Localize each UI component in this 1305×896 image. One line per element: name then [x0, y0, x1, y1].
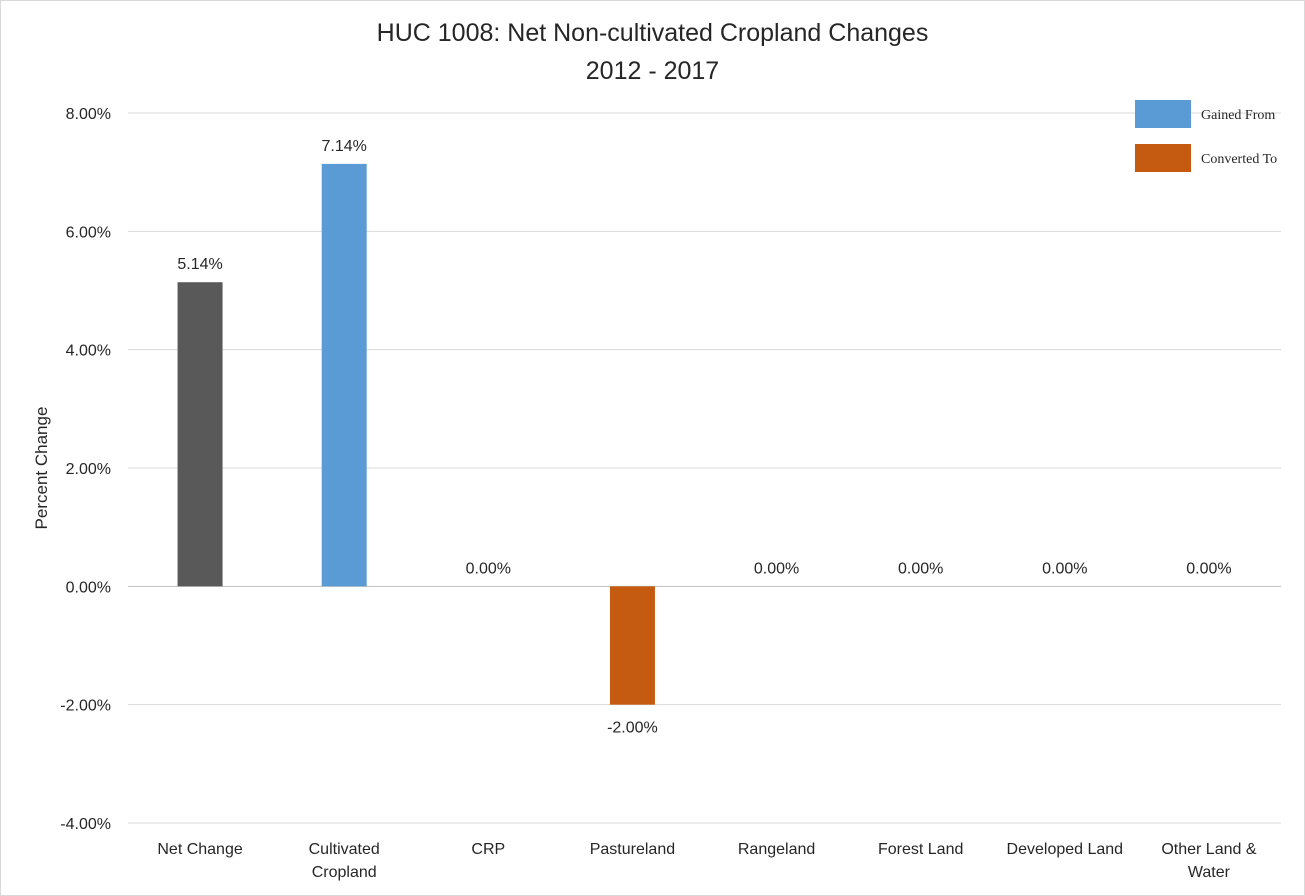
x-tick-label: Other Land & [1161, 841, 1257, 858]
x-tick-label: Cropland [312, 864, 377, 881]
data-label: 0.00% [466, 560, 511, 577]
x-tick-label: Rangeland [738, 841, 815, 858]
chart-title: HUC 1008: Net Non-cultivated Cropland Ch… [376, 19, 929, 47]
y-tick-label: 2.00% [66, 461, 111, 478]
bar [609, 586, 655, 705]
data-label: 0.00% [754, 560, 799, 577]
x-tick-label: Developed Land [1007, 841, 1124, 858]
chart-subtitle: 2012 - 2017 [585, 57, 720, 85]
x-tick-label: Cultivated [309, 841, 380, 858]
x-tick-label: Net Change [157, 841, 242, 858]
legend-swatch [1135, 144, 1191, 172]
y-tick-label: -4.00% [60, 816, 111, 833]
data-label: 0.00% [898, 560, 943, 577]
data-label: -2.00% [607, 720, 658, 737]
data-label: 5.14% [177, 256, 222, 273]
bar [321, 163, 367, 587]
data-label: 0.00% [1186, 560, 1231, 577]
y-tick-label: 4.00% [66, 343, 111, 360]
x-tick-label: Pastureland [590, 841, 675, 858]
y-axis-label: Percent Change [32, 407, 51, 530]
y-tick-label: 8.00% [66, 106, 111, 123]
y-tick-label: -2.00% [60, 698, 111, 715]
legend-label: Converted To [1201, 152, 1277, 167]
bar [177, 282, 223, 587]
y-tick-label: 0.00% [66, 579, 111, 596]
x-tick-label: Forest Land [878, 841, 963, 858]
data-label: 0.00% [1042, 560, 1087, 577]
legend-label: Gained From [1201, 108, 1275, 123]
y-tick-label: 6.00% [66, 224, 111, 241]
x-tick-label: Water [1188, 864, 1231, 881]
x-tick-label: CRP [471, 841, 505, 858]
legend-swatch [1135, 100, 1191, 128]
data-label: 7.14% [322, 138, 367, 155]
